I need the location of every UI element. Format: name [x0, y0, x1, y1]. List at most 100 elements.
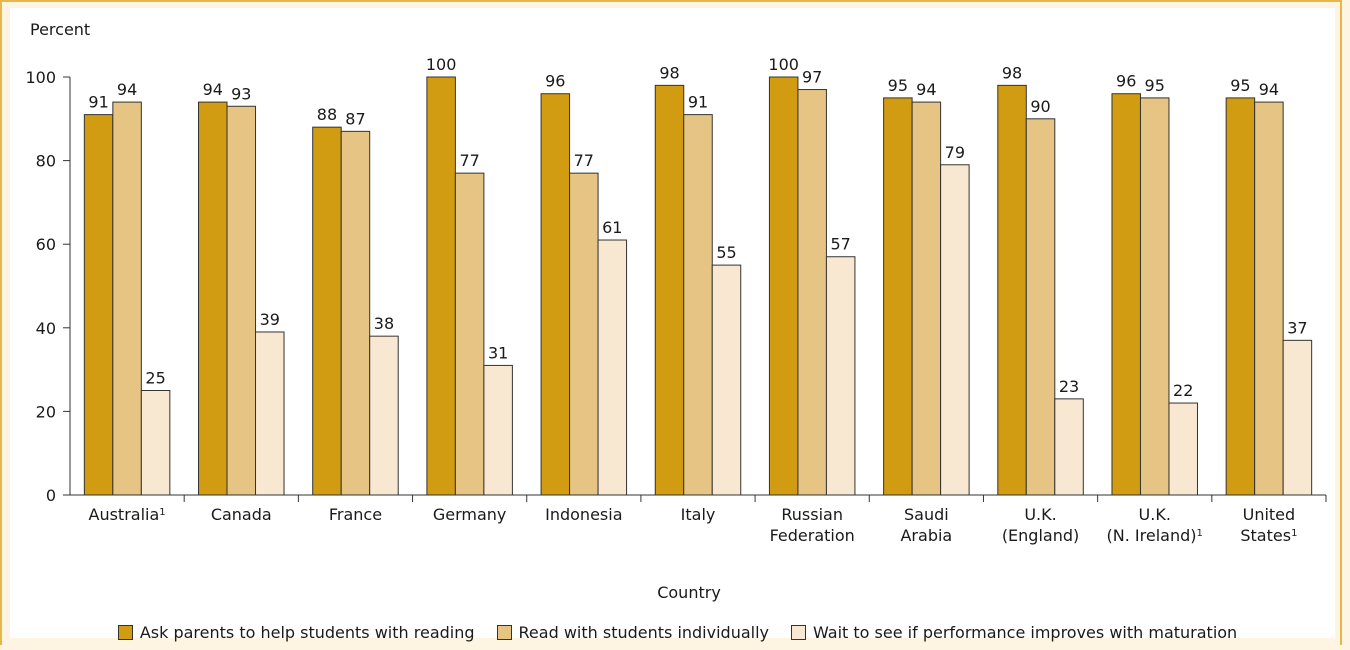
data-label: 97 — [802, 68, 822, 87]
x-tick-label: Australia1 — [89, 505, 166, 524]
x-axis-title: Country — [657, 583, 721, 602]
x-tick-label: United States1 — [1240, 505, 1297, 545]
x-tick-label: Saudi Arabia — [900, 505, 952, 545]
data-label: 55 — [716, 243, 736, 262]
bar — [940, 164, 970, 496]
bar — [255, 331, 285, 496]
bar — [1282, 339, 1313, 496]
x-tick-label: France — [329, 505, 382, 524]
data-label: 94 — [916, 80, 936, 99]
bar — [1054, 398, 1084, 496]
x-axis: Australia1 Canada France Germany Indonesia It… — [70, 494, 1327, 545]
bar — [883, 97, 913, 496]
data-label: 37 — [1287, 318, 1307, 337]
data-label: 98 — [659, 63, 679, 82]
data-label: 95 — [1230, 76, 1250, 95]
data-label: 94 — [1259, 80, 1279, 99]
legend: Ask parents to help students with readin… — [10, 620, 1345, 644]
bar — [340, 130, 371, 496]
legend-label: Wait to see if performance improves with… — [813, 622, 1238, 642]
data-label: 88 — [317, 105, 337, 124]
bar — [83, 114, 114, 496]
bar — [312, 126, 342, 496]
data-label: 93 — [231, 84, 251, 103]
legend-item: Read with students individually — [496, 622, 769, 642]
bar — [1254, 101, 1284, 496]
bar — [1225, 97, 1256, 496]
x-tick-label: Germany — [433, 505, 507, 524]
y-tick-label: 60 — [36, 235, 56, 254]
data-label: 79 — [945, 143, 965, 162]
data-label: 96 — [1116, 72, 1136, 91]
data-label: 87 — [345, 109, 365, 128]
legend-swatch — [791, 624, 806, 640]
data-label: 91 — [88, 93, 108, 112]
data-label: 25 — [145, 369, 165, 388]
y-tick-label: 20 — [36, 402, 56, 421]
bar — [997, 84, 1027, 496]
data-label: 39 — [260, 310, 280, 329]
data-label: 95 — [1145, 76, 1165, 95]
data-label: 22 — [1173, 381, 1193, 400]
bar — [1168, 402, 1198, 496]
bar — [112, 101, 142, 496]
x-tick-label: U.K. (N. Ireland)1 — [1107, 505, 1203, 545]
data-label: 91 — [688, 93, 708, 112]
bar-series-group: 91 94 25 94 93 39 88 87 38 100 77 31 96 77 61 98 91 55 100… — [83, 55, 1313, 496]
bar — [654, 84, 685, 496]
data-label: 94 — [117, 80, 137, 99]
legend-swatch — [496, 624, 512, 640]
legend-item: Ask parents to help students with readin… — [117, 622, 475, 642]
bar — [569, 172, 599, 496]
bar — [198, 101, 228, 496]
bar — [711, 264, 742, 496]
bar — [426, 76, 456, 496]
data-label: 90 — [1030, 97, 1050, 116]
bar — [369, 335, 399, 496]
bar — [540, 93, 571, 496]
data-label: 100 — [426, 55, 457, 74]
bar — [1025, 118, 1056, 496]
data-label: 100 — [768, 55, 799, 74]
bar — [483, 364, 513, 496]
chart-panel: Percent 0 20 40 60 80 100 Australia1 Canada Fra… — [10, 8, 1335, 642]
y-tick-label: 40 — [36, 319, 56, 338]
bar — [1111, 93, 1141, 496]
bar — [797, 89, 827, 496]
data-label: 31 — [488, 343, 508, 362]
y-tick-label: 80 — [36, 152, 56, 171]
data-label: 57 — [831, 235, 851, 254]
x-tick-label: Italy — [681, 505, 716, 524]
bar — [911, 101, 942, 496]
data-label: 77 — [574, 151, 594, 170]
data-label: 96 — [545, 72, 565, 91]
legend-label: Read with students individually — [518, 622, 769, 642]
bar — [226, 105, 257, 496]
x-tick-label: Russian Federation — [770, 505, 855, 545]
legend-label: Ask parents to help students with readin… — [139, 622, 475, 642]
data-label: 38 — [374, 314, 394, 333]
y-axis-title: Percent — [30, 20, 90, 39]
data-label: 23 — [1059, 377, 1079, 396]
y-axis: 0 20 40 60 80 100 — [25, 68, 71, 505]
bar — [1139, 97, 1170, 496]
bar-chart: Percent 0 20 40 60 80 100 Australia1 Canada Fra… — [25, 20, 1327, 602]
x-tick-label: Canada — [211, 505, 272, 524]
y-tick-label: 0 — [46, 486, 56, 505]
data-label: 77 — [459, 151, 479, 170]
legend-swatch — [117, 624, 133, 640]
bar — [140, 390, 171, 496]
bar — [597, 239, 628, 496]
data-label: 94 — [203, 80, 223, 99]
bar — [825, 256, 856, 496]
y-tick-label: 100 — [25, 68, 56, 87]
x-tick-label: Indonesia — [545, 505, 622, 524]
data-label: 98 — [1002, 63, 1022, 82]
data-label: 95 — [888, 76, 908, 95]
bar — [683, 114, 713, 496]
x-tick-label: U.K. (England) — [1002, 505, 1079, 545]
bar — [454, 172, 485, 496]
legend-item: Wait to see if performance improves with… — [791, 623, 1237, 642]
data-label: 61 — [602, 218, 622, 237]
